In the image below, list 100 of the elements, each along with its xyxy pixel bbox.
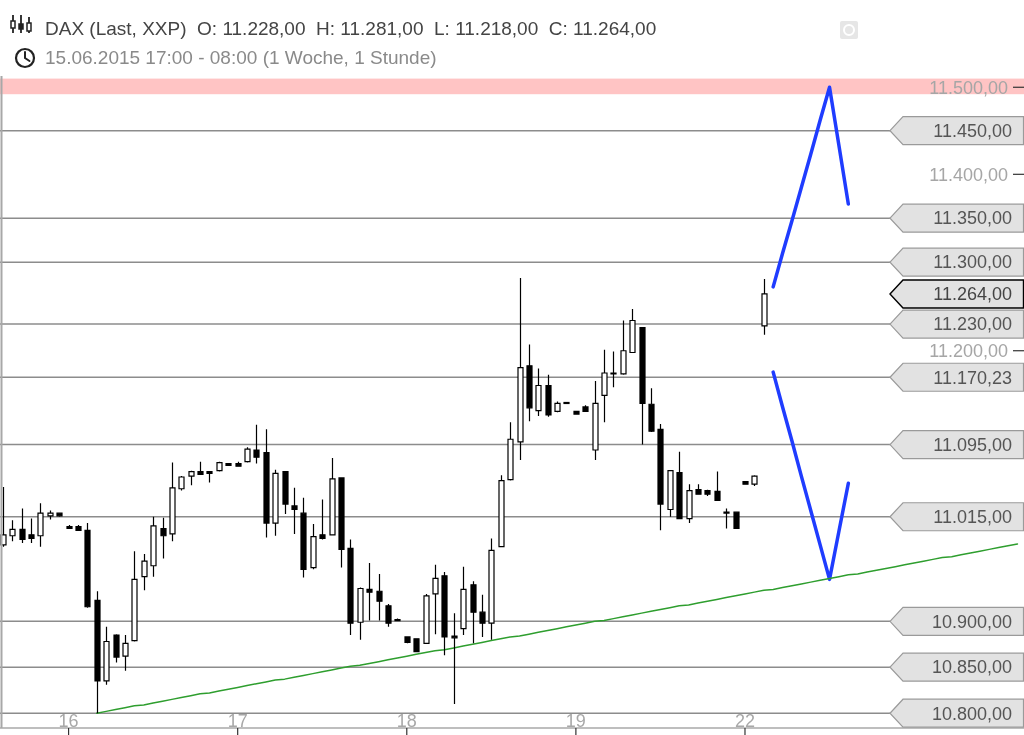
candlestick xyxy=(639,327,646,446)
candlestick xyxy=(714,471,721,502)
chart-title: DAX (Last, XXP) O: 11.228,00 H: 11.281,00 L: 11.218,00 C: 11.264,00 xyxy=(45,18,657,39)
x-tick-label: 22 xyxy=(734,711,755,732)
candlestick xyxy=(573,410,580,415)
candlestick xyxy=(385,603,392,628)
candlestick xyxy=(94,590,101,714)
candlestick xyxy=(648,387,655,433)
annotation: 11.264,00 xyxy=(933,284,1012,305)
candlestick xyxy=(338,477,345,569)
candlestick xyxy=(376,573,383,622)
candlestick xyxy=(131,550,138,643)
candlestick xyxy=(347,538,354,636)
candlestick xyxy=(676,451,683,520)
candlestick xyxy=(84,522,91,609)
candlestick xyxy=(244,446,251,464)
candlestick xyxy=(563,401,570,405)
candlestick xyxy=(601,349,608,423)
candlestick xyxy=(253,424,260,465)
candlestick xyxy=(150,516,157,578)
candlestick xyxy=(103,626,110,686)
candlestick xyxy=(113,633,120,664)
candlestick xyxy=(47,509,54,521)
candlestick xyxy=(141,553,148,591)
ref-line-label: 11.015,00 xyxy=(933,507,1012,528)
chart-subtitle: 15.06.2015 17:00 - 08:00 (1 Woche, 1 Stunde) xyxy=(45,47,437,68)
candlestick xyxy=(535,367,542,417)
x-tick-label: 17 xyxy=(227,711,248,732)
x-tick-label: 16 xyxy=(58,711,79,732)
ref-line-label: 11.170,23 xyxy=(933,367,1012,388)
candlestick xyxy=(545,374,552,418)
candlestick xyxy=(263,428,270,539)
candlestick xyxy=(441,571,448,656)
candlestick xyxy=(66,524,73,530)
candlestick xyxy=(216,461,223,473)
x-tick-label: 18 xyxy=(396,711,417,732)
candlestick xyxy=(394,618,401,622)
candlestick xyxy=(592,380,599,461)
candlestick xyxy=(225,462,232,466)
candlestick xyxy=(686,483,693,524)
ref-line-label: 10.850,00 xyxy=(931,657,1012,678)
candlestick xyxy=(667,470,674,518)
ref-line-label: 11.300,00 xyxy=(933,252,1012,273)
candlestick xyxy=(657,423,664,531)
candlestick xyxy=(554,400,561,413)
candlestick xyxy=(479,594,486,638)
candlestick xyxy=(160,517,167,560)
candlestick xyxy=(197,461,204,475)
candlestick xyxy=(695,483,702,495)
line-series xyxy=(771,85,851,289)
candlestick xyxy=(28,517,35,544)
candlestick xyxy=(582,404,589,413)
candlestick xyxy=(610,351,617,388)
ref-line-label: 11.230,00 xyxy=(933,314,1012,335)
ref-line-label: 10.900,00 xyxy=(931,611,1012,632)
line-series xyxy=(771,370,851,582)
candlestick xyxy=(470,580,477,644)
candlestick xyxy=(620,319,627,376)
candlestick xyxy=(300,497,307,579)
candlestick xyxy=(761,278,768,336)
candlestick xyxy=(75,524,82,531)
candlestick xyxy=(366,562,373,622)
candlestick xyxy=(291,487,298,535)
candlestick xyxy=(517,277,524,461)
candlestick xyxy=(423,593,430,644)
candlestick xyxy=(272,469,279,537)
candlestick xyxy=(404,636,411,644)
x-tick-label: 19 xyxy=(565,711,586,732)
ref-line-label: 11.350,00 xyxy=(933,208,1012,229)
candlestick xyxy=(122,634,129,672)
candlestick xyxy=(37,502,44,548)
candlestick xyxy=(507,421,514,482)
candlestick xyxy=(310,523,317,570)
candlestick xyxy=(751,474,758,487)
candlestick xyxy=(432,564,439,635)
candlestick xyxy=(282,471,289,515)
candlestick xyxy=(206,471,213,484)
candlestick xyxy=(704,489,711,497)
candlestick xyxy=(169,462,176,542)
candlestick xyxy=(413,638,420,653)
candlestick xyxy=(178,475,185,492)
candlestick xyxy=(629,308,636,354)
y-tick-label: 11.400,00 xyxy=(929,164,1008,185)
candlestick xyxy=(0,486,7,548)
candlestick xyxy=(526,343,533,422)
candlestick xyxy=(188,470,195,486)
y-tick-label: 11.500,00 xyxy=(929,77,1008,98)
candlestick xyxy=(357,586,364,641)
candlestick xyxy=(9,519,16,542)
ref-line-label: 10.800,00 xyxy=(931,703,1012,724)
candlestick xyxy=(56,512,63,518)
candlestick xyxy=(723,508,730,530)
candlestick xyxy=(235,461,242,467)
candlestick xyxy=(19,508,26,544)
candlestick xyxy=(319,498,326,540)
candlestick xyxy=(733,511,740,530)
ref-line-label: 11.450,00 xyxy=(933,120,1012,141)
ref-line-label: 11.095,00 xyxy=(933,434,1012,455)
candlestick xyxy=(451,612,458,705)
candlestick xyxy=(460,566,467,636)
